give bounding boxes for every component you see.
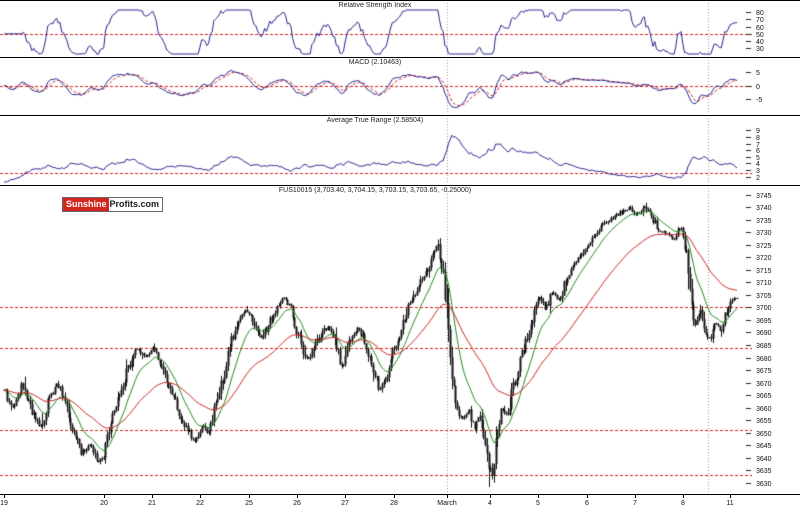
x-axis-label: 11 <box>726 500 734 507</box>
x-axis-tick <box>635 495 636 498</box>
y-axis-tick-label: 3645 <box>756 442 772 450</box>
x-axis-tick <box>297 495 298 498</box>
y-axis-tick-label: 3685 <box>756 342 772 350</box>
y-axis-tick-label: 9 <box>756 127 760 135</box>
x-axis-tick <box>587 495 588 498</box>
y-axis-tick-label: -5 <box>756 96 763 104</box>
y-axis-tick-label: 3690 <box>756 329 772 337</box>
y-axis-tick-label: 3740 <box>756 204 772 212</box>
x-axis-tick <box>394 495 395 498</box>
y-axis-tick-label: 3715 <box>756 267 772 275</box>
x-axis-label: 27 <box>341 500 349 507</box>
y-axis-tick-label: 30 <box>756 45 764 53</box>
y-axis-tick-label: 3675 <box>756 367 772 375</box>
x-axis-tick <box>104 495 105 498</box>
y-axis-tick-label: 3745 <box>756 192 772 200</box>
y-axis-tick-label: 3660 <box>756 405 772 413</box>
x-axis-tick <box>447 495 448 498</box>
price-panel: FUS10015 (3,703.40, 3,704.15, 3,703.15, … <box>0 186 800 495</box>
rsi-plot-canvas <box>0 1 752 57</box>
x-axis-label: 28 <box>390 500 398 507</box>
y-axis-tick-label: 0 <box>756 83 760 91</box>
y-axis-tick-label: 50 <box>756 31 764 39</box>
x-axis-label: 6 <box>585 500 589 507</box>
y-axis-tick-label: 8 <box>756 134 760 142</box>
y-axis-tick-label: 70 <box>756 16 764 24</box>
x-axis-label: 20 <box>100 500 108 507</box>
y-axis-tick-label: 3700 <box>756 304 772 312</box>
y-axis-tick-label: 3655 <box>756 417 772 425</box>
x-axis-label: 7 <box>633 500 637 507</box>
y-axis-tick-label: 3735 <box>756 217 772 225</box>
rsi-panel: Relative Strength Index 80 70 60 50 40 30 <box>0 0 800 58</box>
x-axis-tick <box>345 495 346 498</box>
y-axis-tick-label: 7 <box>756 141 760 149</box>
y-axis-tick-label: 40 <box>756 38 764 46</box>
x-axis-label: March <box>437 500 457 507</box>
y-axis-tick-label: 3710 <box>756 279 772 287</box>
y-axis-tick-label: 3630 <box>756 480 772 488</box>
macd-panel-title: MACD (2.10463) <box>348 59 402 66</box>
rsi-panel-title: Relative Strength Index <box>338 2 412 9</box>
x-axis: 19 20 21 22 25 26 27 28 March 4 5 6 7 8 11 <box>0 495 800 512</box>
x-axis-label: 4 <box>488 500 492 507</box>
atr-panel-title: Average True Range (2.58504) <box>326 117 424 124</box>
y-axis-tick-label: 3665 <box>756 392 772 400</box>
y-axis-tick-label: 3720 <box>756 254 772 262</box>
y-axis-tick-label: 3725 <box>756 242 772 250</box>
x-axis-tick <box>730 495 731 498</box>
atr-plot-canvas <box>0 116 752 185</box>
y-axis-tick-label: 3650 <box>756 430 772 438</box>
y-axis-tick-label: 5 <box>756 154 760 162</box>
y-axis-tick-label: 3635 <box>756 467 772 475</box>
x-axis-label: 25 <box>245 500 253 507</box>
y-axis-tick-label: 3 <box>756 167 760 175</box>
x-axis-tick <box>249 495 250 498</box>
macd-plot-canvas <box>0 58 752 115</box>
x-axis-label: 5 <box>536 500 540 507</box>
x-axis-label: 21 <box>148 500 156 507</box>
price-panel-title: FUS10015 (3,703.40, 3,704.15, 3,703.15, … <box>278 187 472 194</box>
logo-sunshine-text: Sunshine <box>63 198 109 211</box>
y-axis-tick-label: 2 <box>756 174 760 182</box>
x-axis-label: 26 <box>293 500 301 507</box>
sunshineprofits-logo: Sunshine Profits.com <box>62 197 164 212</box>
macd-panel: MACD (2.10463) 5 0 -5 <box>0 58 800 116</box>
y-axis-tick-label: 60 <box>756 24 764 32</box>
y-axis-tick-label: 3670 <box>756 380 772 388</box>
y-axis-tick-label: 3730 <box>756 229 772 237</box>
price-plot-canvas <box>0 186 752 494</box>
y-axis-tick-label: 3695 <box>756 317 772 325</box>
x-axis-tick <box>538 495 539 498</box>
x-axis-tick <box>490 495 491 498</box>
y-axis-tick-label: 3680 <box>756 355 772 363</box>
y-axis-tick-label: 3640 <box>756 455 772 463</box>
x-axis-label: 19 <box>0 500 8 507</box>
y-axis-tick-label: 80 <box>756 9 764 17</box>
logo-profits-text: Profits.com <box>109 199 160 209</box>
y-axis-tick-label: 4 <box>756 160 760 168</box>
x-axis-label: 8 <box>681 500 685 507</box>
y-axis-tick-label: 5 <box>756 69 760 77</box>
x-axis-tick <box>200 495 201 498</box>
x-axis-tick <box>152 495 153 498</box>
x-axis-tick <box>683 495 684 498</box>
x-axis-tick <box>4 495 5 498</box>
y-axis-tick-label: 3705 <box>756 292 772 300</box>
y-axis-tick-label: 6 <box>756 147 760 155</box>
x-axis-label: 22 <box>196 500 204 507</box>
